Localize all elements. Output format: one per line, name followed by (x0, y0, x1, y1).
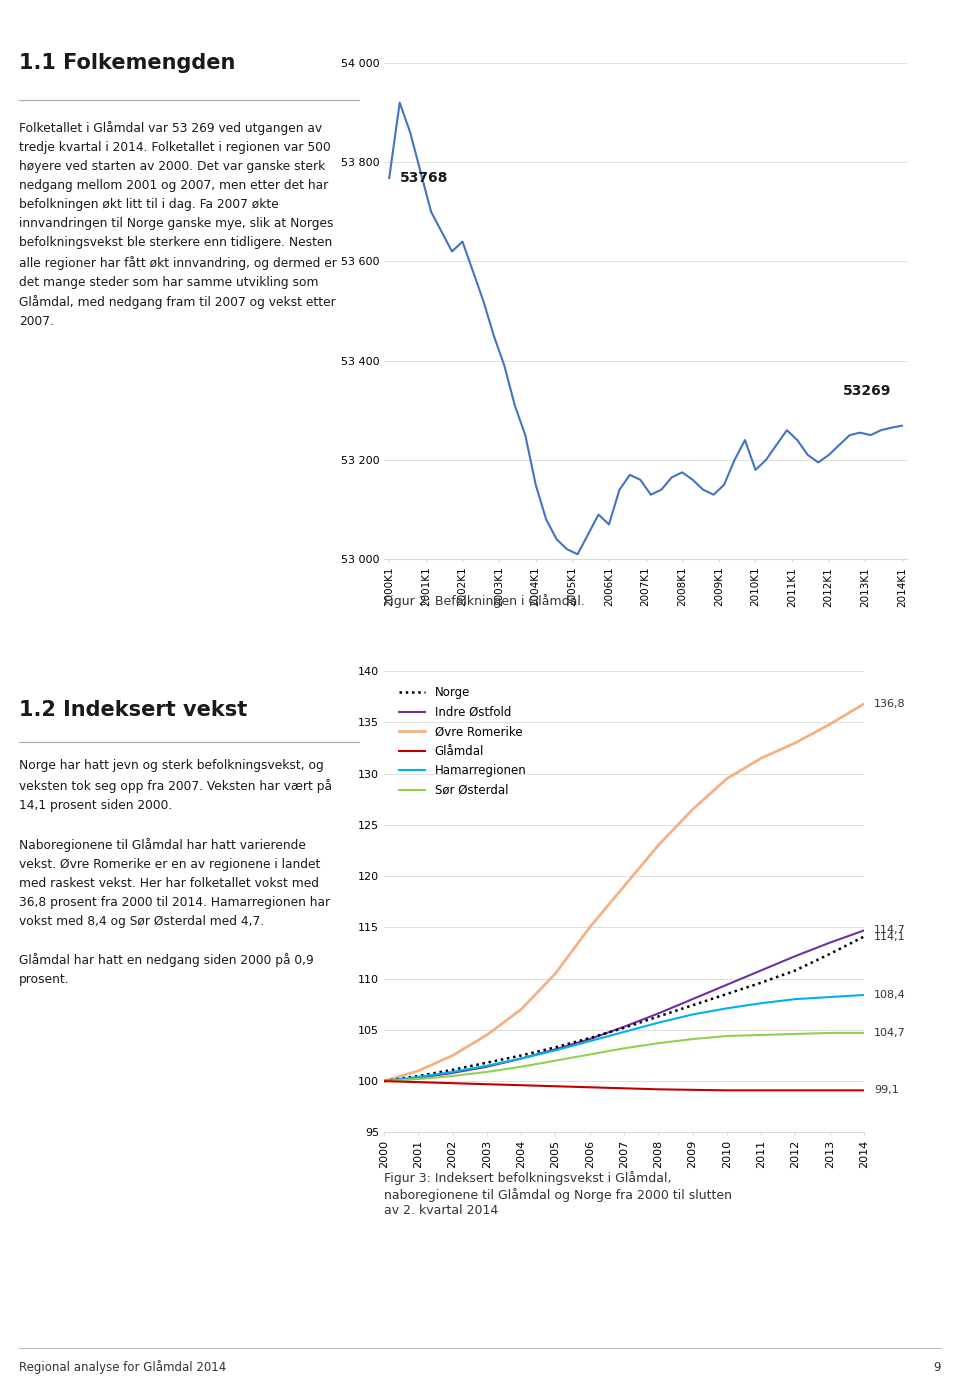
Text: Norge har hatt jevn og sterk befolkningsvekst, og
veksten tok seg opp fra 2007. : Norge har hatt jevn og sterk befolknings… (19, 759, 332, 986)
Text: 1.2 Indeksert vekst: 1.2 Indeksert vekst (19, 700, 248, 720)
Text: 53269: 53269 (843, 384, 892, 398)
Text: 9: 9 (933, 1360, 941, 1374)
Text: Folketallet i Glåmdal var 53 269 ved utgangen av
tredje kvartal i 2014. Folketal: Folketallet i Glåmdal var 53 269 ved utg… (19, 122, 337, 329)
Text: 104,7: 104,7 (875, 1028, 906, 1037)
Text: 136,8: 136,8 (875, 699, 906, 709)
Text: Figur 3: Indeksert befolkningsvekst i Glåmdal,
naboregionene til Glåmdal og Norg: Figur 3: Indeksert befolkningsvekst i Gl… (384, 1172, 732, 1216)
Text: 1.1 Folkemengden: 1.1 Folkemengden (19, 53, 235, 74)
Text: 114,1: 114,1 (875, 931, 906, 942)
Text: 114,7: 114,7 (875, 925, 906, 935)
Text: 53768: 53768 (399, 171, 448, 185)
Text: 108,4: 108,4 (875, 990, 906, 1000)
Text: 99,1: 99,1 (875, 1085, 899, 1096)
Text: Regional analyse for Glåmdal 2014: Regional analyse for Glåmdal 2014 (19, 1360, 227, 1374)
Legend: Norge, Indre Østfold, Øvre Romerike, Glåmdal, Hamarregionen, Sør Østerdal: Norge, Indre Østfold, Øvre Romerike, Glå… (395, 682, 531, 801)
Text: Figur 2: Befolkningen i Glåmdal.: Figur 2: Befolkningen i Glåmdal. (384, 594, 585, 608)
